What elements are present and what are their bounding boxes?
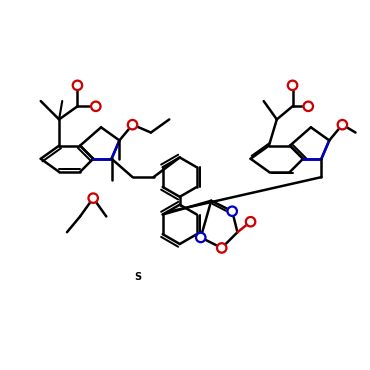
Circle shape [196,233,205,242]
Circle shape [73,81,82,90]
Circle shape [303,102,313,111]
Circle shape [91,102,101,111]
Text: S: S [134,272,141,282]
Circle shape [288,81,297,90]
Circle shape [217,243,226,253]
Circle shape [128,120,137,130]
Circle shape [246,217,255,226]
Circle shape [338,120,347,130]
Circle shape [88,194,98,203]
Circle shape [228,206,237,216]
